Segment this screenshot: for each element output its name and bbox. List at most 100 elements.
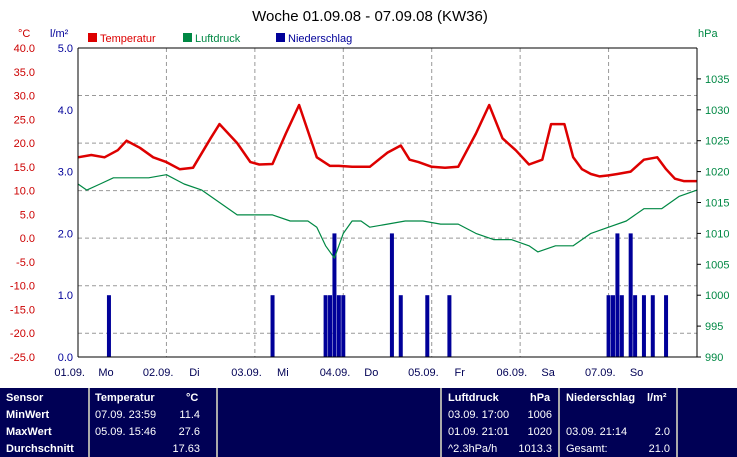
legend-swatch-0 [88,33,97,42]
row-max-press-date: 01.09. 21:01 [448,426,510,438]
x-tick-label: 05.09. [408,367,439,379]
row-max-rain-value: 2.0 [654,426,670,438]
rain-bar [328,295,333,357]
temp-tick-label: 10.0 [14,186,35,198]
x-day-label: Mi [277,367,289,379]
axes [77,47,698,358]
temp-tick-label: 20.0 [14,138,35,150]
rain-bar [336,295,341,357]
pressure-tick-label: 990 [705,352,723,364]
x-day-label: Fr [455,367,466,379]
series-lines [77,103,698,259]
rain-bar [106,295,111,357]
row-max-temp-value: 27.6 [178,426,200,438]
temp-tick-label: 25.0 [14,114,35,126]
pressure-tick-label: 1025 [705,136,729,148]
rain-bar [628,233,633,357]
rain-tick-label: 0.0 [58,352,73,364]
legend-label-1: Luftdruck [195,33,241,45]
rain-bar [341,295,346,357]
temp-tick-label: 30.0 [14,91,35,103]
legend-label-2: Niederschlag [288,33,352,45]
rain-bar [641,295,646,357]
x-tick-label: 02.09. [143,367,174,379]
header-temperature-unit: °C [186,392,199,404]
rain-tick-label: 1.0 [58,290,73,302]
rain-bar [664,295,669,357]
x-tick-label: 03.09. [231,367,262,379]
pressure-tick-label: 1010 [705,228,729,240]
row-avg-label: Durchschnitt [6,443,74,455]
header-pressure: Luftdruck [448,392,499,404]
legend-label-0: Temperatur [100,33,156,45]
plot-area [78,48,697,357]
row-min-label: MinWert [6,409,50,421]
row-min-press-value: 1006 [527,409,552,421]
row-total-rain-label: Gesamt: [566,443,608,455]
row-avg-press-value: 1013.3 [518,443,552,455]
temp-tick-label: 15.0 [14,162,35,174]
rain-bar [447,295,452,357]
grid [78,48,697,357]
series-line-temperatur [77,103,697,183]
rain-bar [615,233,620,357]
rain-bar [398,295,403,357]
temp-tick-label: -5.0 [16,257,35,269]
row-avg-temp-value: 17.63 [172,443,200,455]
row-max-temp-date: 05.09. 15:46 [95,426,157,438]
rain-bar [610,295,615,357]
temp-tick-label: -15.0 [10,304,35,316]
pressure-tick-label: 1005 [705,259,729,271]
legend: Temperatur Luftdruck Niederschlag [88,33,352,45]
header-rain: Niederschlag [566,392,636,404]
rain-bar [633,295,638,357]
temp-tick-label: -25.0 [10,352,35,364]
rain-bar [323,295,328,357]
rain-bar [270,295,275,357]
x-day-label: Di [189,367,199,379]
pressure-tick-label: 1000 [705,290,729,302]
rain-bar [606,295,611,357]
x-day-label: So [630,367,643,379]
temp-tick-label: 5.0 [20,209,35,221]
x-tick-label: 07.09. [585,367,616,379]
row-avg-press-trend: ^2.3hPa/h [448,443,498,455]
pressure-tick-label: 995 [705,321,723,333]
unit-rain: l/m² [50,28,69,40]
unit-pressure: hPa [698,28,718,40]
rain-bar [619,295,624,357]
pressure-tick-label: 1020 [705,167,729,179]
header-pressure-unit: hPa [530,392,551,404]
pressure-tick-label: 1035 [705,74,729,86]
niederschlag-bars [106,233,669,357]
tick-labels: 40.0 35.0 30.0 25.0 20.0 15.0 10.0 5.0 0.0 -5.0 -1… [10,43,730,379]
pressure-tick-label: 1015 [705,198,729,210]
header-rain-unit: l/m² [647,392,667,404]
temp-tick-label: -20.0 [10,328,35,340]
x-tick-label: 01.09. [54,367,85,379]
rain-bar [389,233,394,357]
temp-tick-label: 0.0 [20,233,35,245]
rain-tick-label: 4.0 [58,105,73,117]
temp-tick-label: -10.0 [10,281,35,293]
rain-tick-label: 2.0 [58,228,73,240]
x-day-label: Mo [98,367,113,379]
row-min-temp-date: 07.09. 23:59 [95,409,157,421]
legend-swatch-1 [183,33,192,42]
temp-tick-label: 35.0 [14,67,35,79]
x-day-label: Do [364,367,378,379]
row-total-rain-value: 21.0 [648,443,670,455]
rain-tick-label: 5.0 [58,43,73,55]
x-tick-label: 06.09. [497,367,528,379]
row-max-label: MaxWert [6,426,52,438]
weather-chart: Woche 01.09.08 - 07.09.08 (KW36) Tempera… [10,8,730,379]
header-temperature: Temperatur [95,392,155,404]
rain-bar [425,295,430,357]
temp-tick-label: 40.0 [14,43,35,55]
row-min-temp-value: 11.4 [179,409,200,421]
row-max-rain-date: 03.09. 21:14 [566,426,628,438]
pressure-tick-label: 1030 [705,105,729,117]
row-max-press-value: 1020 [527,426,552,438]
row-min-press-date: 03.09. 17:00 [448,409,510,421]
header-sensor: Sensor [6,392,44,404]
